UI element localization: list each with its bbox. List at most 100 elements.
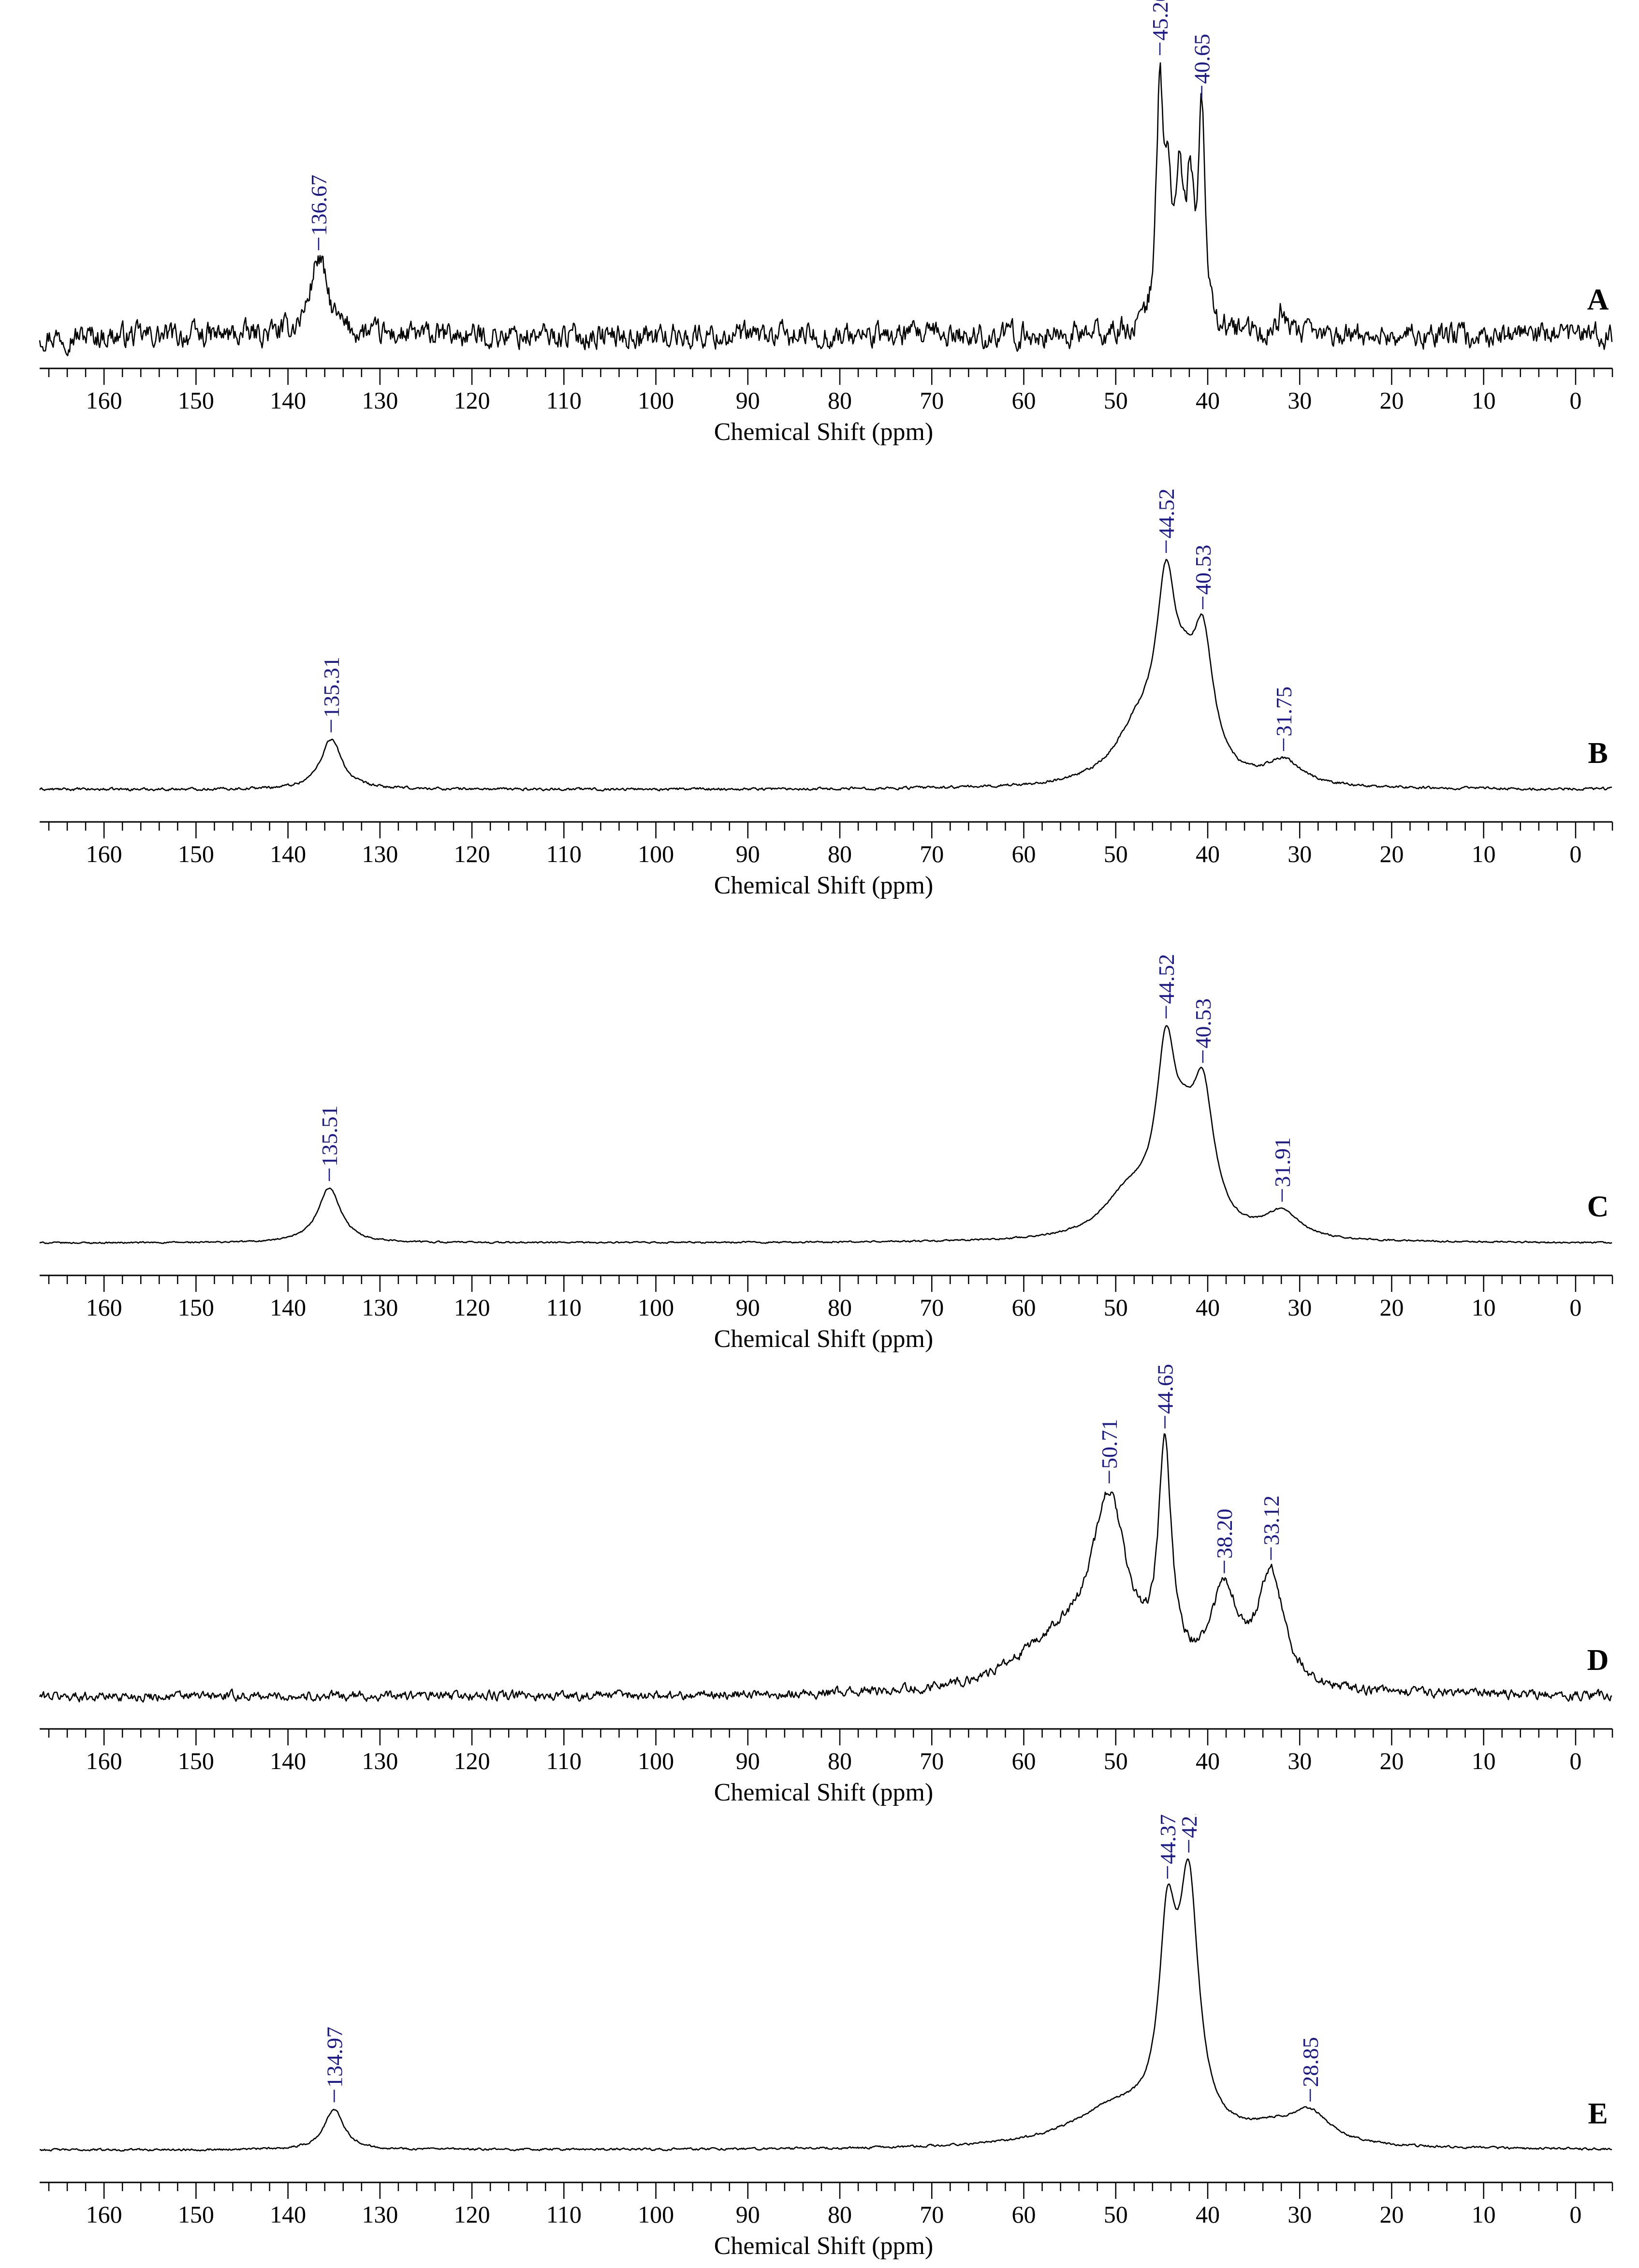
spectrum-trace-b [39,558,1612,791]
x-tick-label: 160 [86,1747,122,1774]
x-tick-label: 40 [1196,840,1220,867]
x-tick-label: 30 [1288,2201,1312,2228]
x-tick-label: 150 [178,1294,214,1321]
peak-label: 135.51 [317,1105,342,1167]
x-tick-label: 30 [1288,1747,1312,1774]
x-tick-label: 70 [920,1747,944,1774]
x-tick-label: 50 [1104,387,1128,414]
x-tick-label: 40 [1196,387,1220,414]
peak-label: 40.53 [1191,545,1215,595]
spectrum-trace-a [39,62,1613,356]
x-tick-label: 80 [828,2201,852,2228]
peak-label: 44.65 [1153,1364,1178,1414]
panel-letter-c: C [1587,1190,1609,1223]
x-tick-label: 90 [736,387,760,414]
x-tick-label: 30 [1288,840,1312,867]
x-tick-label: 160 [86,1294,122,1321]
x-tick-label: 150 [178,840,214,867]
x-axis-title: Chemical Shift (ppm) [714,1779,933,1806]
x-tick-label: 100 [638,1294,674,1321]
x-tick-label: 160 [86,840,122,867]
peak-label: 44.37 [1156,1814,1180,1864]
x-axis-title: Chemical Shift (ppm) [714,1325,933,1353]
peak-label: 31.75 [1272,687,1296,737]
x-tick-label: 140 [270,387,306,414]
x-tick-label: 20 [1379,1747,1404,1774]
x-axis-title: Chemical Shift (ppm) [714,872,933,899]
x-tick-label: 40 [1196,2201,1220,2228]
x-tick-label: 80 [828,387,852,414]
peak-label: 44.52 [1154,488,1179,539]
spectrum-panel-c: 160 150 140 130 120 110 100 90 80 70 60 50 40 30 20 10 0… [39,954,1613,1353]
x-tick-label: 50 [1104,2201,1128,2228]
x-tick-label: 120 [454,2201,490,2228]
x-tick-label: 50 [1104,1747,1128,1774]
peak-label: 38.20 [1212,1508,1237,1559]
panel-letter-b: B [1588,737,1608,770]
x-tick-label: 80 [828,840,852,867]
x-tick-label: 70 [920,387,944,414]
x-tick-label: 120 [454,1294,490,1321]
x-tick-label: 60 [1012,387,1036,414]
peak-label: 31.91 [1270,1137,1295,1187]
peak-label: 40.65 [1190,34,1215,84]
peak-label: 134.97 [322,2027,347,2088]
x-tick-label: 110 [546,840,582,867]
x-tick-label: 20 [1379,840,1404,867]
x-tick-label: 40 [1196,1747,1220,1774]
x-tick-label: 70 [920,840,944,867]
x-tick-label: 0 [1569,1294,1581,1321]
x-tick-label: 0 [1569,840,1581,867]
peak-label: 33.12 [1259,1495,1284,1546]
x-tick-label: 20 [1379,1294,1404,1321]
x-tick-label: 90 [736,840,760,867]
x-tick-label: 30 [1288,387,1312,414]
x-tick-label: 10 [1472,387,1496,414]
peak-label: 135.31 [319,657,344,718]
x-tick-label: 120 [454,840,490,867]
x-tick-label: 100 [638,387,674,414]
x-tick-label: 110 [546,2201,582,2228]
x-tick-label: 40 [1196,1294,1220,1321]
x-tick-label: 60 [1012,1294,1036,1321]
x-tick-label: 160 [86,2201,122,2228]
x-tick-label: 80 [828,1294,852,1321]
panel-letter-d: D [1587,1644,1609,1677]
x-axis-title: Chemical Shift (ppm) [714,418,933,446]
x-tick-label: 150 [178,1747,214,1774]
x-tick-label: 120 [454,387,490,414]
spectrum-panel-a: 160 150 140 130 120 110 100 90 80 70 60 50 40 30 20 10 0… [39,0,1613,446]
peak-label: 45.20 [1148,0,1172,41]
peak-label: 50.71 [1097,1419,1122,1469]
x-tick-label: 50 [1104,1294,1128,1321]
x-tick-label: 150 [178,2201,214,2228]
x-tick-label: 20 [1379,387,1404,414]
peak-label: 136.67 [307,175,331,236]
x-tick-label: 130 [362,1747,398,1774]
x-tick-label: 0 [1569,387,1581,414]
spectrum-panel-d: 160 150 140 130 120 110 100 90 80 70 60 50 40 30 20 10 0… [39,1364,1613,1806]
peak-label: 28.85 [1298,2037,1323,2087]
x-tick-label: 80 [828,1747,852,1774]
x-axis-title: Chemical Shift (ppm) [714,2232,933,2260]
panel-letter-e: E [1588,2097,1608,2130]
peak-label: 44.52 [1154,954,1179,1004]
peak-label: 42.06 [1177,1814,1201,1838]
x-tick-label: 20 [1379,2201,1404,2228]
x-tick-label: 140 [270,1747,306,1774]
spectrum-panel-b: 160 150 140 130 120 110 100 90 80 70 60 50 40 30 20 10 0… [39,488,1613,899]
x-tick-label: 120 [454,1747,490,1774]
x-tick-label: 10 [1472,840,1496,867]
x-tick-label: 60 [1012,840,1036,867]
x-tick-label: 70 [920,1294,944,1321]
x-tick-label: 110 [546,387,582,414]
x-tick-label: 140 [270,2201,306,2228]
x-tick-label: 140 [270,840,306,867]
spectrum-trace-e [39,1858,1612,2152]
x-tick-label: 100 [638,2201,674,2228]
x-tick-label: 10 [1472,1747,1496,1774]
spectrum-trace-c [39,1025,1612,1244]
x-tick-label: 150 [178,387,214,414]
x-tick-label: 90 [736,1747,760,1774]
x-tick-label: 0 [1569,2201,1581,2228]
